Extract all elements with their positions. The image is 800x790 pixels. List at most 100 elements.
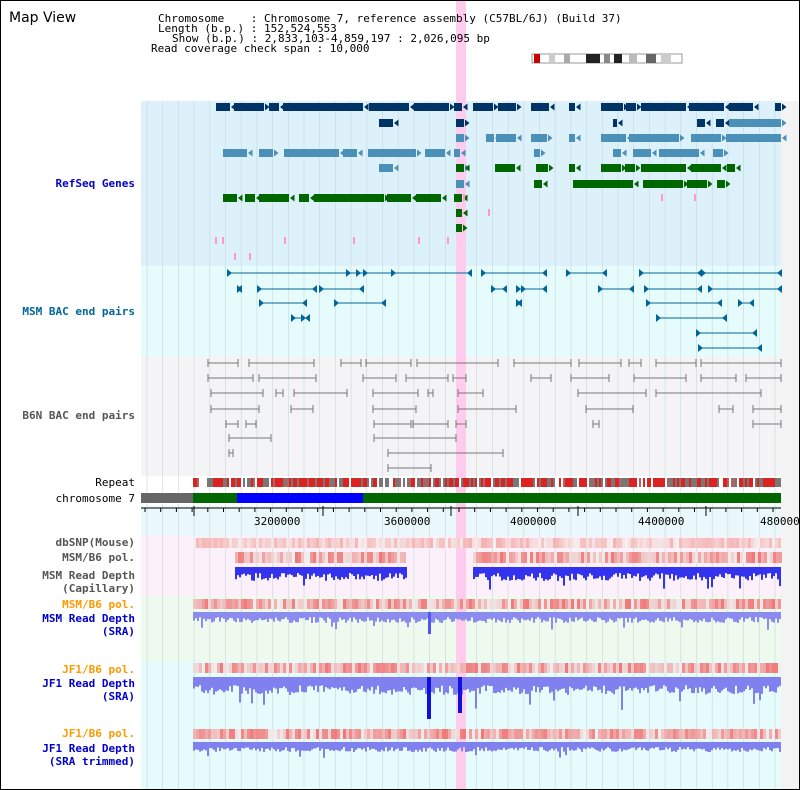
jf1-b6-pol <box>196 663 199 673</box>
msm-read-depth-capillary <box>479 567 481 574</box>
msm-b6-pol-sra <box>388 599 391 609</box>
msm-b6-pol-sra <box>613 599 616 609</box>
track-label-jf1-depth-trim[interactable]: JF1 Read Depth <box>42 742 135 755</box>
track-label-b6n-bac[interactable]: B6N BAC end pairs <box>22 409 135 422</box>
msm-read-depth-sra <box>529 612 531 621</box>
jf1-b6-pol-trim <box>760 729 763 739</box>
msm-read-depth-capillary <box>761 567 763 580</box>
refseq-gene <box>633 149 651 157</box>
jf1-b6-pol-trim <box>316 729 319 739</box>
jf1-read-depth-sra <box>517 677 519 688</box>
jf1-read-depth-sra <box>603 677 605 686</box>
jf1-b6-pol-trim <box>235 729 238 739</box>
jf1-b6-pol-trim <box>688 729 691 739</box>
jf1-b6-pol-trim <box>343 729 346 739</box>
msm-b6-pol <box>265 552 268 563</box>
track-label-jf1-depth-sra[interactable]: JF1 Read Depth <box>42 677 135 690</box>
msm-read-depth-sra <box>719 612 721 623</box>
jf1-read-depth-trimmed <box>751 742 753 751</box>
msm-b6-pol <box>584 552 587 563</box>
repeat-element <box>765 478 767 487</box>
repeat-element <box>717 478 719 487</box>
jf1-read-depth-trimmed <box>607 742 609 748</box>
jf1-read-depth-sra <box>277 677 279 694</box>
msm-b6-pol-sra <box>772 599 775 609</box>
repeat-element <box>627 478 629 487</box>
msm-b6-pol-sra <box>313 599 316 609</box>
snp-density <box>655 538 658 548</box>
msm-b6-pol <box>280 552 283 563</box>
jf1-b6-pol-trim <box>526 729 529 739</box>
repeat-element <box>739 478 741 487</box>
jf1-read-depth-sra <box>361 677 363 686</box>
msm-read-depth-sra <box>287 612 289 620</box>
msm-b6-pol-sra <box>667 599 670 609</box>
repeat-element <box>779 478 781 487</box>
repeat-element <box>545 478 547 487</box>
track-label-refseq[interactable]: RefSeq Genes <box>55 177 135 190</box>
msm-read-depth-sra <box>271 612 273 620</box>
track-label-msm-bac[interactable]: MSM BAC end pairs <box>22 305 135 318</box>
msm-read-depth-sra <box>495 612 497 623</box>
repeat-element <box>431 478 433 487</box>
repeat-element <box>537 478 539 487</box>
repeat-element <box>323 478 325 487</box>
msm-read-depth-sra <box>589 612 591 619</box>
refseq-gene <box>473 103 493 111</box>
repeat-element <box>491 478 493 487</box>
msm-read-depth-sra <box>509 612 511 623</box>
jf1-b6-pol <box>544 663 547 673</box>
repeat-element <box>301 478 303 487</box>
msm-b6-pol-sra <box>199 599 202 609</box>
msm-read-depth-sra <box>217 612 219 618</box>
msm-read-depth-sra <box>361 612 363 621</box>
msm-read-depth-capillary <box>599 567 601 577</box>
jf1-read-depth-trimmed <box>679 742 681 748</box>
track-label-dbsnp[interactable]: dbSNP(Mouse) <box>55 536 135 549</box>
msm-read-depth-sra <box>605 612 607 623</box>
jf1-read-depth-sra <box>273 677 275 688</box>
jf1-b6-pol <box>430 663 433 673</box>
jf1-b6-pol-trim <box>442 729 445 739</box>
jf1-read-depth-trimmed <box>351 742 353 749</box>
msm-read-depth-sra <box>739 612 741 620</box>
jf1-read-depth-sra <box>437 677 439 688</box>
jf1-b6-pol <box>442 663 445 673</box>
jf1-read-depth-trimmed <box>549 742 551 751</box>
track-label-jf1-b6-pol-2[interactable]: JF1/B6 pol. <box>62 727 135 740</box>
msm-b6-pol-sra <box>502 599 505 609</box>
repeat-element <box>665 478 667 487</box>
jf1-read-depth-trimmed <box>719 742 721 750</box>
snp-density <box>604 538 607 548</box>
track-label-msm-depth-sra[interactable]: MSM Read Depth <box>42 612 135 625</box>
msm-b6-pol <box>593 552 596 563</box>
jf1-b6-pol-trim <box>418 729 421 739</box>
msm-b6-pol-sra <box>490 599 493 609</box>
snp-density <box>211 538 214 548</box>
track-label-jf1-b6-pol-1[interactable]: JF1/B6 pol. <box>62 663 135 676</box>
repeat-element <box>425 478 427 487</box>
repeat-element <box>647 478 649 487</box>
jf1-read-depth-sra <box>513 677 515 688</box>
msm-read-depth-capillary <box>561 567 563 578</box>
snp-density <box>289 538 292 548</box>
jf1-read-depth-sra <box>325 677 327 688</box>
snp-density <box>484 538 487 548</box>
jf1-read-depth-sra <box>627 677 629 690</box>
repeat-element <box>539 478 541 487</box>
snp-density <box>436 538 439 548</box>
jf1-read-depth-sra <box>519 677 521 695</box>
msm-b6-pol <box>355 552 358 563</box>
msm-b6-pol-sra <box>604 599 607 609</box>
jf1-b6-pol-trim <box>514 729 517 739</box>
jf1-read-depth-trimmed <box>531 742 533 748</box>
msm-b6-pol <box>779 552 782 563</box>
track-label-msm-b6-pol-1[interactable]: MSM/B6 pol. <box>62 551 135 564</box>
msm-read-depth-sra <box>747 612 749 619</box>
track-label-msm-depth-cap[interactable]: MSM Read Depth <box>42 569 135 582</box>
jf1-b6-pol-trim <box>220 729 223 739</box>
msm-read-depth-sra <box>317 612 319 623</box>
track-label-msm-b6-pol-2[interactable]: MSM/B6 pol. <box>62 598 135 611</box>
msm-read-depth-capillary <box>739 567 741 589</box>
msm-read-depth-capillary <box>637 567 639 574</box>
